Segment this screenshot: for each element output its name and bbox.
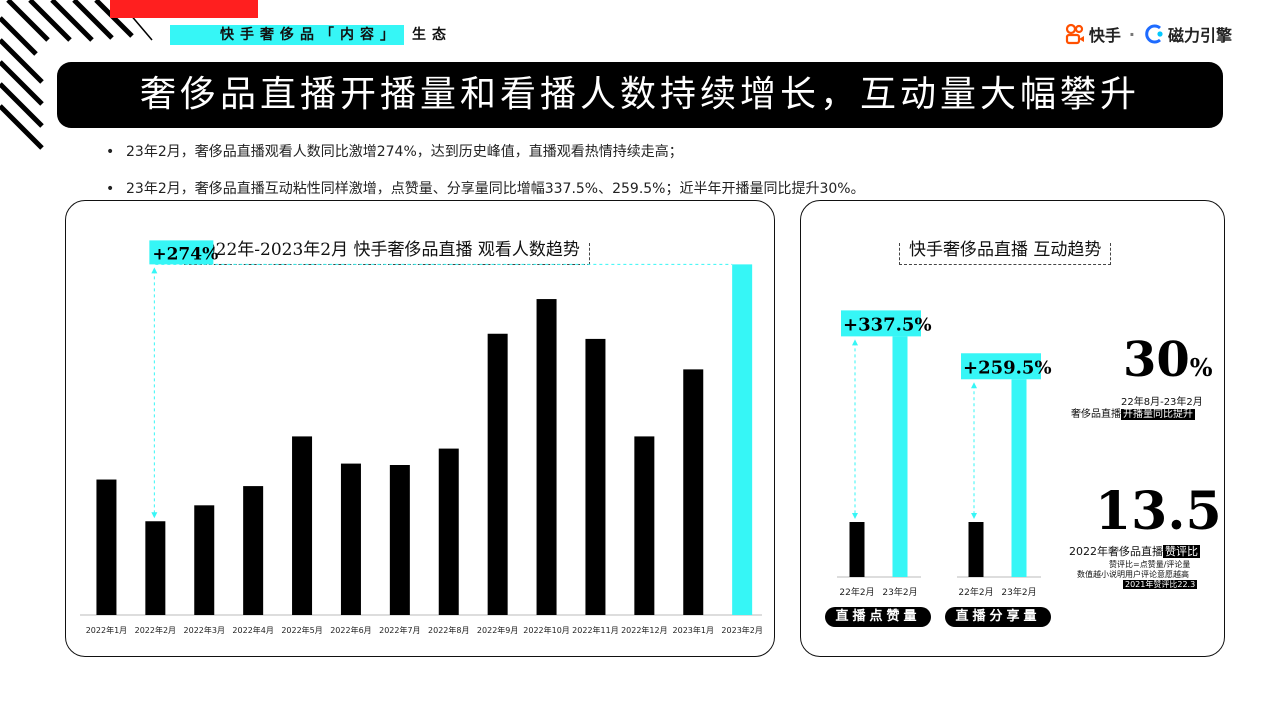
- section-tagline: 快手奢侈品「内容」 生态: [170, 25, 452, 45]
- stat-ratio-note-meaning: 数值越小说明用户评论意愿越高: [1077, 570, 1189, 579]
- logo-separator: ·: [1128, 24, 1135, 44]
- interaction-bar-chart: 22年2月 23年2月 +337.5% 22年2月 23年2月 +259.5%: [837, 310, 1052, 598]
- growth-label-background: [841, 310, 921, 337]
- kuaishou-logo-icon: [1065, 23, 1084, 45]
- x-tick-label: 23年2月: [1001, 586, 1036, 598]
- growth-arrowhead-down: [852, 513, 858, 519]
- bullet-list: 23年2月，奢侈品直播观看人数同比激增274%，达到历史峰值，直播观看热情持续走…: [106, 142, 865, 199]
- bar-9: [487, 333, 508, 615]
- logo-brand-text: 快手: [1088, 26, 1121, 45]
- x-tick-label: 2022年8月: [428, 625, 469, 635]
- bar-22年2月: [968, 522, 984, 577]
- stat-ratio-caption-highlight: 赞评比: [1163, 545, 1200, 558]
- growth-arrowhead-up: [971, 382, 977, 389]
- growth-label: +274%: [152, 244, 218, 264]
- growth-arrowhead-down: [151, 512, 158, 519]
- bar-1: [96, 479, 117, 615]
- interaction-chart-title: 快手奢侈品直播 互动趋势: [899, 235, 1112, 265]
- x-tick-label: 2022年7月: [379, 625, 420, 635]
- growth-arrowhead-up: [852, 339, 858, 346]
- x-tick-label: 2022年5月: [281, 625, 322, 635]
- bullet-item: 23年2月，奢侈品直播观看人数同比激增274%，达到历史峰值，直播观看热情持续走…: [106, 142, 865, 162]
- bar-5: [292, 436, 313, 615]
- bar-22年2月: [849, 522, 865, 577]
- x-tick-label: 2022年2月: [135, 625, 176, 635]
- x-tick-label: 2022年10月: [523, 625, 570, 635]
- stat-streams-caption-plain: 奢侈品直播: [1071, 409, 1121, 420]
- red-accent-bar: [110, 0, 258, 18]
- growth-label-background: [961, 353, 1041, 380]
- bar-6: [340, 463, 361, 615]
- tagline-tail: 生态: [412, 27, 452, 43]
- growth-label: +337.5%: [843, 314, 932, 335]
- stat-like-comment-ratio: 13.5: [1095, 481, 1222, 542]
- bar-13: [683, 369, 704, 615]
- bar-3: [194, 505, 215, 615]
- stat-ratio-caption-plain: 2022年奢侈品直播: [1069, 545, 1163, 558]
- viewers-trend-card: 2022年-2023年2月 快手奢侈品直播 观看人数趋势 2022年1月 2022…: [65, 200, 775, 657]
- x-tick-label: 2022年9月: [477, 625, 518, 635]
- growth-label: +259.5%: [963, 357, 1052, 378]
- x-tick-label: 23年2月: [882, 586, 917, 598]
- bar-23年2月: [1011, 379, 1027, 577]
- viewers-bar-chart: 2022年1月 2022年2月 2022年3月 2022年4月 2022年5月 2022年…: [80, 240, 763, 635]
- x-tick-label: 2023年1月: [673, 625, 714, 635]
- growth-arrowhead-down: [971, 513, 977, 519]
- stat-streams-growth: 30%: [1123, 335, 1213, 393]
- x-tick-label: 2022年3月: [184, 625, 225, 635]
- stat-ratio-note-formula: 赞评比=点赞量/评论量: [1109, 560, 1191, 569]
- stat-ratio-caption: 2022年奢侈品直播 赞评比: [1069, 543, 1200, 559]
- bar-14: [732, 264, 753, 615]
- x-tick-label: 2022年11月: [572, 625, 619, 635]
- bullet-item: 23年2月，奢侈品直播互动粘性同样激增，点赞量、分享量同比增幅337.5%、25…: [106, 179, 865, 199]
- x-tick-label: 22年2月: [958, 586, 993, 598]
- stat-streams-period: 22年8月-23年2月: [1121, 397, 1203, 408]
- likes-group-label: 直播点赞量: [825, 607, 931, 627]
- bar-8: [438, 448, 459, 615]
- stat-streams-caption: 奢侈品直播 开播量同比提升: [1071, 405, 1195, 420]
- growth-label-background: [149, 240, 214, 265]
- bar-23年2月: [892, 336, 908, 577]
- x-tick-label: 2022年1月: [86, 625, 127, 635]
- bar-11: [585, 338, 606, 615]
- stat-streams-caption-highlight: 开播量同比提升: [1121, 409, 1195, 420]
- cili-engine-logo-icon: [1145, 24, 1163, 44]
- logo-partner-text: 磁力引擎: [1167, 26, 1232, 45]
- x-tick-label: 2022年4月: [232, 625, 273, 635]
- stat-streams-value: 30: [1123, 332, 1190, 388]
- stat-ratio-note-2021: 2021年赞评比22.3: [1123, 580, 1198, 589]
- brand-logo: 快手 · 磁力引擎: [1064, 22, 1232, 46]
- x-tick-label: 2023年2月: [721, 625, 762, 635]
- interaction-trend-card: 快手奢侈品直播 互动趋势 22年2月 23年2月 +337.5% 22年2月 23年2月…: [800, 200, 1225, 657]
- x-tick-label: 2022年6月: [330, 625, 371, 635]
- stat-streams-unit: %: [1189, 353, 1213, 382]
- tagline-highlight: 快手奢侈品「内容」: [170, 25, 404, 45]
- growth-arrowhead-up: [151, 267, 158, 274]
- bar-12: [634, 436, 655, 615]
- bar-10: [536, 299, 557, 615]
- x-tick-label: 2022年12月: [621, 625, 668, 635]
- shares-group-label: 直播分享量: [945, 607, 1051, 627]
- x-tick-label: 22年2月: [839, 586, 874, 598]
- bar-4: [243, 486, 264, 615]
- page-title: 奢侈品直播开播量和看播人数持续增长，互动量大幅攀升: [57, 62, 1223, 128]
- bar-2: [145, 521, 166, 615]
- bar-7: [389, 465, 410, 615]
